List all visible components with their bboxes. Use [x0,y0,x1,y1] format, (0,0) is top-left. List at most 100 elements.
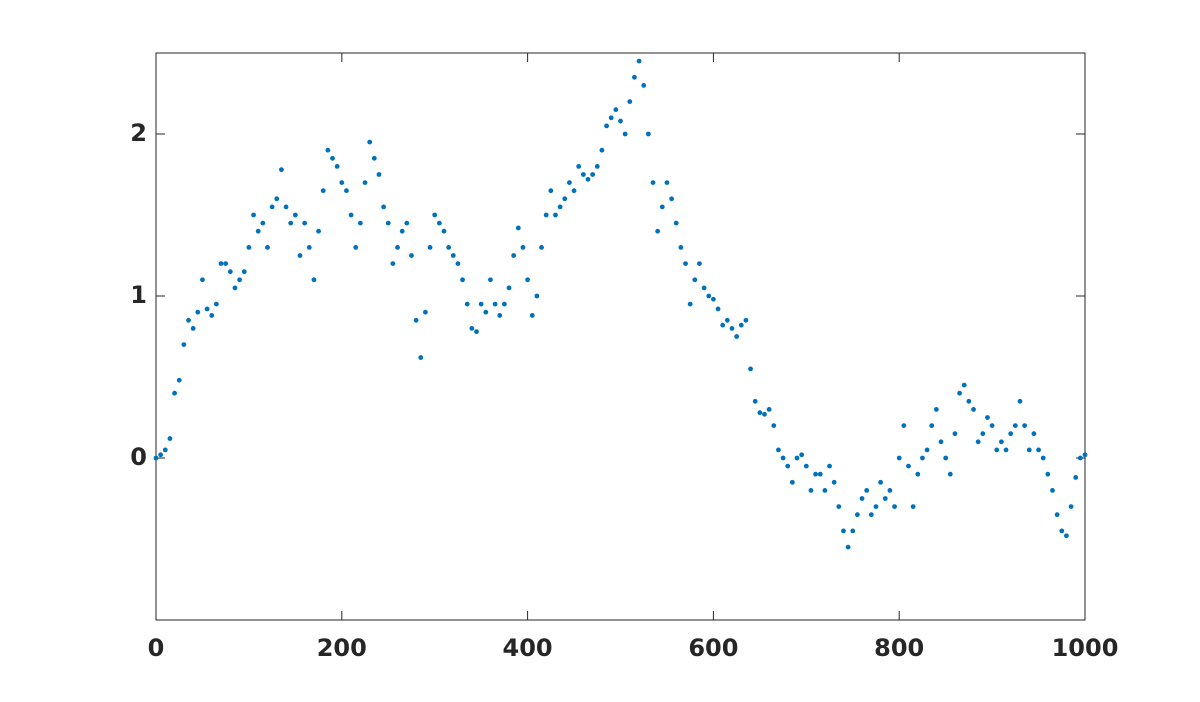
point [423,309,428,315]
point [799,452,805,458]
point [720,322,726,328]
point [543,212,549,218]
point [265,245,270,250]
point [371,155,377,161]
point [539,245,544,250]
point [464,301,470,307]
point [896,455,902,461]
point [785,463,791,469]
point [687,301,693,307]
point [1031,431,1037,437]
point [701,285,707,291]
x-tick-label: 800 [874,634,924,662]
point [172,390,177,396]
point [683,261,688,266]
point [450,253,456,258]
point [590,172,596,177]
point [697,261,702,266]
point [1077,455,1083,461]
point [446,245,452,250]
point [200,277,205,283]
point [734,334,740,339]
point [859,496,865,501]
point [279,167,284,173]
point [1017,398,1023,404]
point [567,180,572,186]
point [548,188,554,194]
point [1003,447,1009,453]
point [692,277,698,283]
point [474,329,479,335]
point [961,382,967,388]
point [297,253,303,258]
point [864,488,870,493]
point [585,176,591,182]
point [232,285,238,291]
point [288,220,294,226]
point [669,196,674,202]
point [553,212,558,218]
point [492,301,498,307]
point [562,196,568,202]
point [1045,471,1051,477]
point [608,115,614,121]
point [497,313,503,318]
point [613,107,619,113]
point [943,455,949,461]
point [339,180,345,186]
plot-box [155,52,1086,621]
point [362,180,368,186]
point [627,99,633,104]
point [1082,452,1088,458]
point [1022,423,1028,428]
point [1008,431,1014,437]
point [162,447,168,453]
point [241,269,247,275]
point [878,479,884,485]
point [186,317,191,323]
point [980,431,986,437]
point [515,225,521,231]
point [906,463,911,469]
point [348,212,354,218]
point [181,342,187,347]
point [971,407,976,412]
point [831,479,837,485]
point [488,277,493,283]
point [381,204,387,210]
point [246,245,252,250]
point [1050,488,1055,493]
point [975,439,981,445]
point [622,131,628,137]
point [223,261,229,266]
point [441,228,447,234]
point [632,74,637,80]
point [776,447,781,453]
point [803,463,809,469]
point [892,504,897,509]
point [213,301,219,307]
point [989,423,995,428]
point [711,296,716,302]
point [957,390,962,396]
point [390,261,396,266]
point [395,245,400,250]
point [195,309,201,315]
point [1064,533,1069,539]
point [1040,455,1046,461]
point [478,301,484,307]
point [817,471,823,477]
point [306,245,312,250]
point [994,447,1000,453]
point [947,471,953,477]
point [153,455,159,461]
point [929,423,935,428]
point [604,123,609,129]
point [367,139,373,145]
point [636,58,642,64]
point [190,326,196,331]
point [998,439,1004,445]
point [841,528,846,534]
x-tick-label: 200 [317,634,367,662]
point [218,261,224,266]
